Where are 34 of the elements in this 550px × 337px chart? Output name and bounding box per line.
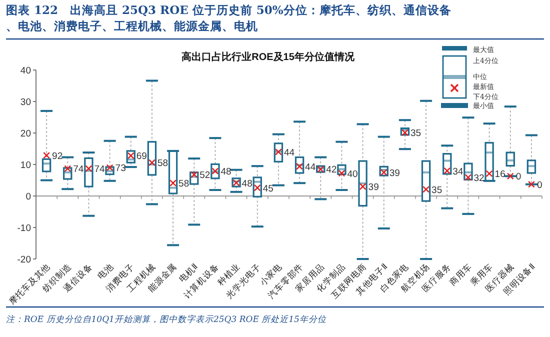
chart-title: 图表 122 出海高且 25Q3 ROE 位于历史前 50%分位：摩托车、纺织、通信设备、电池、消费电子、工程机械、能源金属、电机 (6, 3, 452, 33)
annotation: 39 (368, 182, 379, 194)
annotation: 58 (178, 178, 190, 190)
annotation: 39 (389, 168, 400, 179)
annotation: 52 (200, 170, 210, 182)
annotation: 0 (536, 180, 542, 191)
y-tick-label: 30 (20, 97, 31, 108)
annotation: 73 (115, 163, 126, 174)
annotation: 48 (242, 178, 252, 190)
y-tick-label: -10 (17, 223, 31, 234)
annotation: 44 (305, 162, 316, 173)
annotation: 74 (94, 164, 105, 176)
annotation: 0 (516, 172, 522, 183)
y-tick-label: 10 (20, 160, 31, 171)
text: 注：ROE 历史分位自10Q1开始测算，图中数字表示25Q3 ROE 所处近15年分位 (6, 314, 326, 325)
annotation: 35 (432, 184, 442, 196)
annotation: 44 (284, 147, 295, 158)
y-tick-label: -20 (17, 254, 31, 266)
annotation: 45 (262, 183, 274, 194)
annotation: 92 (52, 150, 63, 162)
y-tick-label: 0 (26, 192, 31, 202)
y-tick-label: 20 (20, 128, 31, 140)
annotation: 40 (347, 168, 358, 180)
annotation: 34 (452, 166, 464, 178)
annotation: 35 (410, 128, 422, 140)
annotation: 32 (474, 172, 484, 184)
annotation: 74 (73, 164, 84, 176)
y-tick-label: 40 (20, 66, 31, 76)
annotation: 16 (494, 169, 506, 180)
chart-subtitle: 高出口占比行业ROE及15年分位值情况 (182, 51, 356, 63)
annotation: 42 (326, 164, 337, 176)
annotation: 48 (220, 166, 232, 178)
annotation: 58 (157, 158, 168, 170)
annotation: 69 (136, 151, 147, 162)
